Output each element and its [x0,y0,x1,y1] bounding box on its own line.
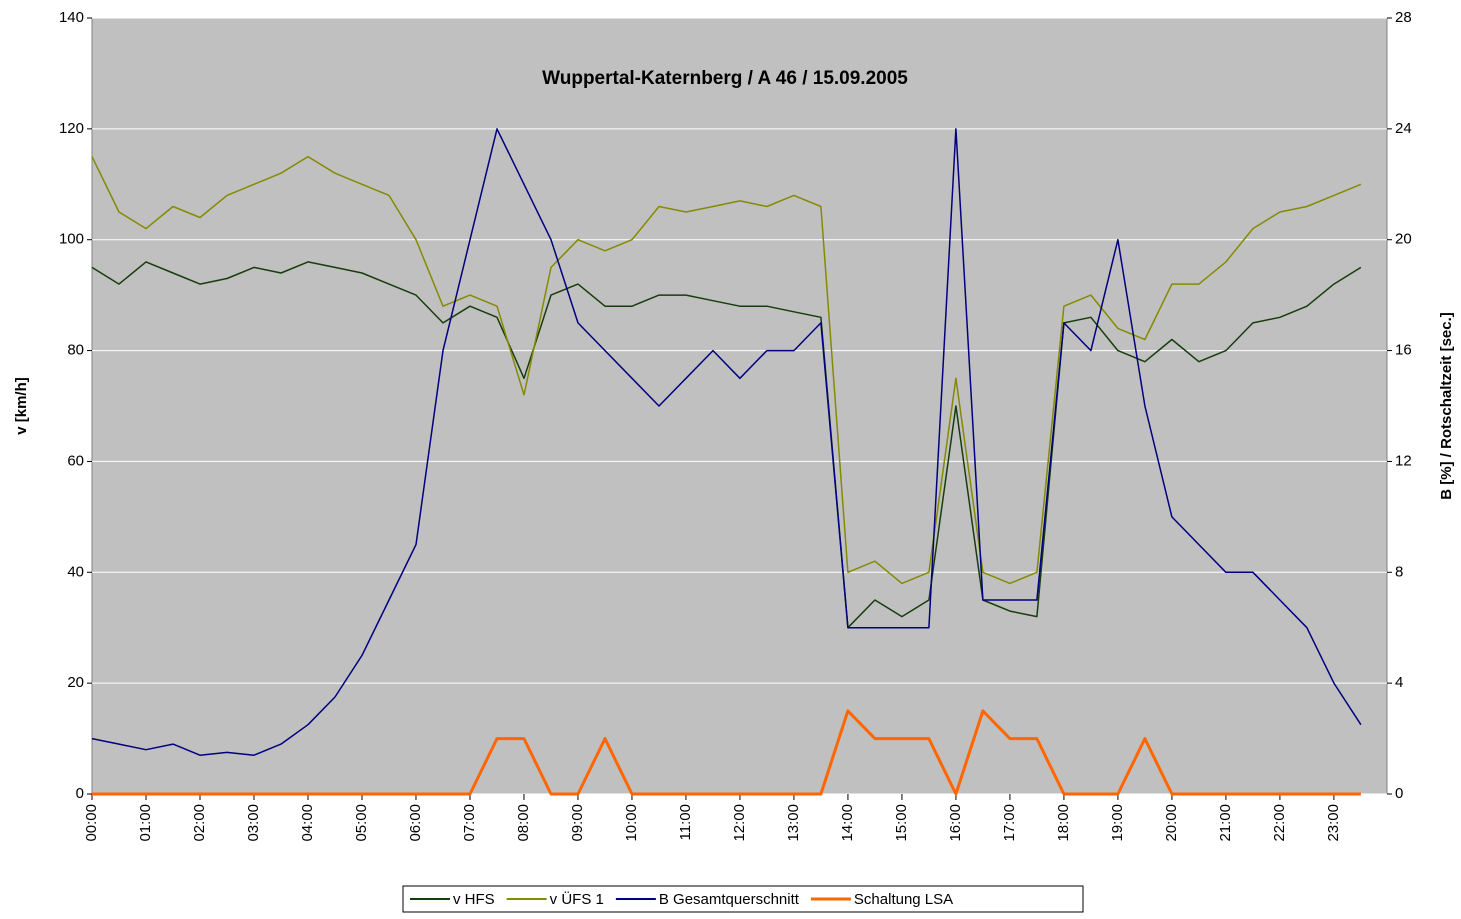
x-tick-label: 12:00 [731,804,748,842]
y-tick-label: 0 [76,785,84,802]
series-line [91,155,1362,585]
y-axis-label: v [km/h] [13,377,30,435]
x-tick-label: 18:00 [1055,804,1072,842]
x-tick-label: 06:00 [407,804,424,842]
series-line [91,261,1362,629]
lines [91,128,1362,796]
y2-tick-label: 16 [1395,342,1412,359]
x-tick-label: 05:00 [353,804,370,842]
y-tick-label: 40 [67,563,84,580]
x-tick-label: 23:00 [1325,804,1342,842]
y-tick-label: 80 [67,342,84,359]
legend: v HFS v ÜFS 1 B Gesamtquerschnitt Schaltung… [410,890,953,908]
x-tick-label: 00:00 [83,804,100,842]
series-line [91,128,1362,756]
x-tick-label: 14:00 [839,804,856,842]
y2-tick-label: 4 [1395,674,1403,691]
x-tick-label: 10:00 [623,804,640,842]
y-tick-label: 60 [67,452,84,469]
x-tick-label: 03:00 [245,804,262,842]
legend-label: v ÜFS 1 [550,890,604,908]
y2-tick-label: 28 [1395,9,1412,26]
chart-title: Wuppertal-Katernberg / A 46 / 15.09.2005 [542,68,908,89]
legend-label: B Gesamtquerschnitt [659,891,800,908]
y-tick-label: 140 [59,9,84,26]
x-tick-label: 20:00 [1163,804,1180,842]
x-tick-label: 16:00 [947,804,964,842]
x-tick-label: 13:00 [785,804,802,842]
x-tick-label: 11:00 [677,804,694,840]
legend-label: Schaltung LSA [854,891,953,908]
y-tick-label: 20 [67,674,84,691]
legend-label: v HFS [453,891,495,908]
series-line [92,709,1361,796]
x-tick-label: 01:00 [137,804,154,842]
x-tick-label: 02:00 [191,804,208,842]
plot-area [91,17,1388,795]
x-tick-label: 15:00 [893,804,910,842]
x-tick-label: 07:00 [461,804,478,842]
y2-tick-label: 8 [1395,563,1403,580]
x-tick-label: 21:00 [1217,804,1234,842]
title-box [478,62,972,94]
y2-tick-label: 12 [1395,452,1412,469]
x-tick-label: 22:00 [1271,804,1288,842]
x-tick-label: 04:00 [299,804,316,842]
y2-tick-label: 24 [1395,120,1412,137]
grid [87,17,1392,800]
y2-axis-label: B [%] / Rotschaltzeit [sec.] [1438,312,1455,500]
y2-tick-label: 0 [1395,785,1403,802]
x-tick-label: 17:00 [1001,804,1018,842]
x-tick-label: 08:00 [515,804,532,842]
y-tick-label: 120 [59,120,84,137]
y-tick-label: 100 [59,231,84,248]
x-tick-label: 19:00 [1109,804,1126,842]
x-tick-label: 09:00 [569,804,586,842]
y2-tick-label: 20 [1395,231,1412,248]
